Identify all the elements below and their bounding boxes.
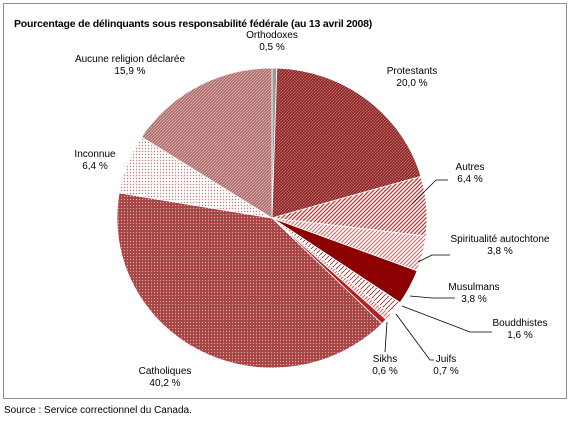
slice-value-bouddhistes: 1,6 % — [507, 330, 533, 341]
slice-label-aucune-religion-declaree: Aucune religion déclarée — [75, 54, 186, 65]
slice-value-inconnue: 6,4 % — [82, 161, 108, 172]
leader-line-bouddhistes — [401, 305, 492, 333]
slice-value-autres: 6,4 % — [457, 174, 483, 185]
slice-value-aucune-religion-declaree: 15,9 % — [114, 66, 145, 77]
slice-label-sikhs: Sikhs — [373, 354, 397, 365]
leader-line-sikhs — [384, 321, 388, 353]
slice-label-autres: Autres — [456, 162, 485, 173]
slice-label-musulmans: Musulmans — [448, 282, 499, 293]
leader-lines — [384, 179, 492, 361]
slice-value-spiritualite-autochtone: 3,8 % — [487, 246, 513, 257]
chart-title: Pourcentage de délinquants sous responsa… — [14, 18, 373, 30]
pie-slices — [116, 67, 428, 369]
slice-label-bouddhistes: Bouddhistes — [492, 318, 547, 329]
slice-label-orthodoxes: Orthodoxes — [246, 30, 298, 41]
slice-label-inconnue: Inconnue — [74, 149, 116, 160]
slice-label-protestants: Protestants — [387, 66, 438, 77]
slice-label-juifs: Juifs — [436, 354, 457, 365]
source-note: Source : Service correctionnel du Canada… — [4, 405, 192, 416]
leader-line-musulmans — [409, 295, 455, 299]
slice-value-juifs: 0,7 % — [433, 366, 459, 377]
pie-slice-catholiques — [116, 192, 383, 369]
slice-value-catholiques: 40,2 % — [149, 378, 180, 389]
leader-line-juifs — [395, 313, 434, 361]
leader-line-autres — [411, 179, 448, 205]
slice-value-musulmans: 3,8 % — [461, 294, 487, 305]
pie-slice-aucune-religion-declaree — [141, 67, 273, 219]
slice-label-catholiques: Catholiques — [139, 366, 192, 377]
pie-slice-protestants — [271, 67, 422, 219]
slice-value-protestants: 20,0 % — [396, 78, 427, 89]
slice-value-orthodoxes: 0,5 % — [259, 42, 285, 53]
slice-value-sikhs: 0,6 % — [372, 366, 398, 377]
leader-line-spiritualite-autochtone — [417, 254, 450, 263]
slice-label-spiritualite-autochtone: Spiritualité autochtone — [451, 234, 550, 245]
